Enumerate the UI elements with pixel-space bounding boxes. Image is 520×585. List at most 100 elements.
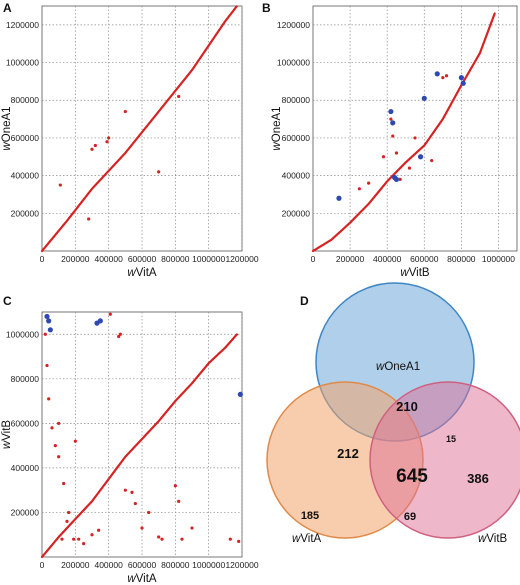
y-tick-label: 800000 [282,95,311,105]
y-axis-label: wVitB [1,420,13,450]
match-point [105,140,109,144]
match-point [77,537,81,541]
y-tick-label: 200000 [282,208,311,218]
x-tick-label: 800000 [161,254,190,264]
x-tick-label: 0 [311,254,316,264]
match-point [43,332,47,336]
x-tick-label: 400000 [373,254,402,264]
match-point [108,312,112,316]
inverted-match-point [336,195,342,201]
x-axis-label: wVitA [127,573,157,585]
venn-count-wonea1-wvitb: 15 [446,434,456,444]
venn-diagram: wOneA1 wVitA wVitB 210 212 645 15 386 18… [266,282,520,545]
match-point [57,455,61,459]
x-tick-label: 1200000 [225,560,258,570]
match-point [58,183,62,187]
match-point [389,117,393,121]
match-point [237,539,241,544]
panel-label-b: B [262,1,271,15]
venn-set-label-wvitb: wVitB [478,533,508,545]
panel-label-d: D [300,294,309,308]
y-tick-label: 200000 [11,507,40,517]
dotplot-wvita-vs-wonea1: 0 200000 400000 600000 800000 1000000 12000002… [1,4,259,279]
panel-label-a: A [3,1,12,15]
venn-count-wvita-only: 185 [301,510,319,522]
y-tick-label: 600000 [11,133,40,143]
x-tick-label: 200000 [61,560,90,570]
match-point [123,109,127,114]
dotplot-wvitb-vs-wonea1: 0 200000 400000 600000 800000 1000000 200000 40… [271,5,518,279]
match-point [407,166,412,170]
y-axis-label: wOneA1 [1,106,13,150]
x-tick-label: 1000000 [482,254,515,264]
y-tick-label: 800000 [11,95,40,105]
match-point [123,488,127,492]
match-point [97,528,101,532]
match-point [157,170,161,174]
y-tick-label: 200000 [11,208,40,218]
x-tick-label: 600000 [410,254,439,264]
match-point [90,533,94,537]
match-point [73,439,77,443]
match-point [228,537,232,541]
inverted-match-point [458,75,464,81]
panel-label-c: C [3,294,12,308]
y-tick-label: 800000 [11,374,40,384]
match-point [50,426,54,430]
venn-count-all-three: 645 [396,466,428,487]
match-point [441,76,445,80]
y-tick-label: 400000 [11,171,40,181]
match-point [90,147,94,151]
x-tick-label: 1000000 [192,254,225,264]
x-tick-label: 0 [40,254,45,264]
venn-count-wonea1-wvita: 212 [337,446,359,461]
collinear-match-line [40,333,239,559]
venn-count-wonea1-only: 210 [396,399,418,414]
series-off-diagonal [58,94,181,221]
inverted-match-point [97,318,103,324]
match-point [117,334,121,339]
match-point [444,74,449,78]
y-tick-label: 1000000 [277,58,310,68]
match-point [177,499,181,503]
match-point [367,181,371,185]
x-tick-label: 800000 [161,560,190,570]
match-point [394,151,399,155]
match-point [430,158,434,163]
match-point [180,537,184,541]
match-point [57,421,61,425]
venn-count-wvita-wvitb: 69 [404,511,416,523]
match-point [60,537,64,541]
match-point [65,519,69,523]
match-point [133,501,137,506]
match-point [67,510,71,515]
venn-set-label-wonea1: wOneA1 [376,361,420,373]
x-tick-label: 200000 [61,254,90,264]
y-tick-label: 1200000 [277,20,310,30]
match-point [118,332,122,336]
match-point [157,535,161,539]
match-point [413,136,417,140]
x-tick-label: 1200000 [225,254,258,264]
y-tick-label: 400000 [11,463,40,473]
collinear-match-line [40,4,239,253]
inverted-match-point [44,313,50,320]
series-inverted [336,71,466,201]
y-tick-label: 1000000 [6,58,39,68]
x-axis-label: wVitA [127,267,157,279]
inverted-match-point [434,71,440,77]
venn-count-wvitb-only: 386 [467,471,489,486]
x-axis-label: wVitB [400,267,430,279]
inverted-match-point [390,120,396,126]
inverted-match-point [47,327,53,333]
match-point [53,444,57,448]
inverted-match-point [421,95,427,101]
match-point [391,134,395,138]
series-diagonal [40,4,239,253]
match-point [45,363,49,368]
match-point [47,397,51,401]
match-point [62,481,66,486]
match-point [130,490,134,495]
y-axis-label: wOneA1 [271,106,283,150]
